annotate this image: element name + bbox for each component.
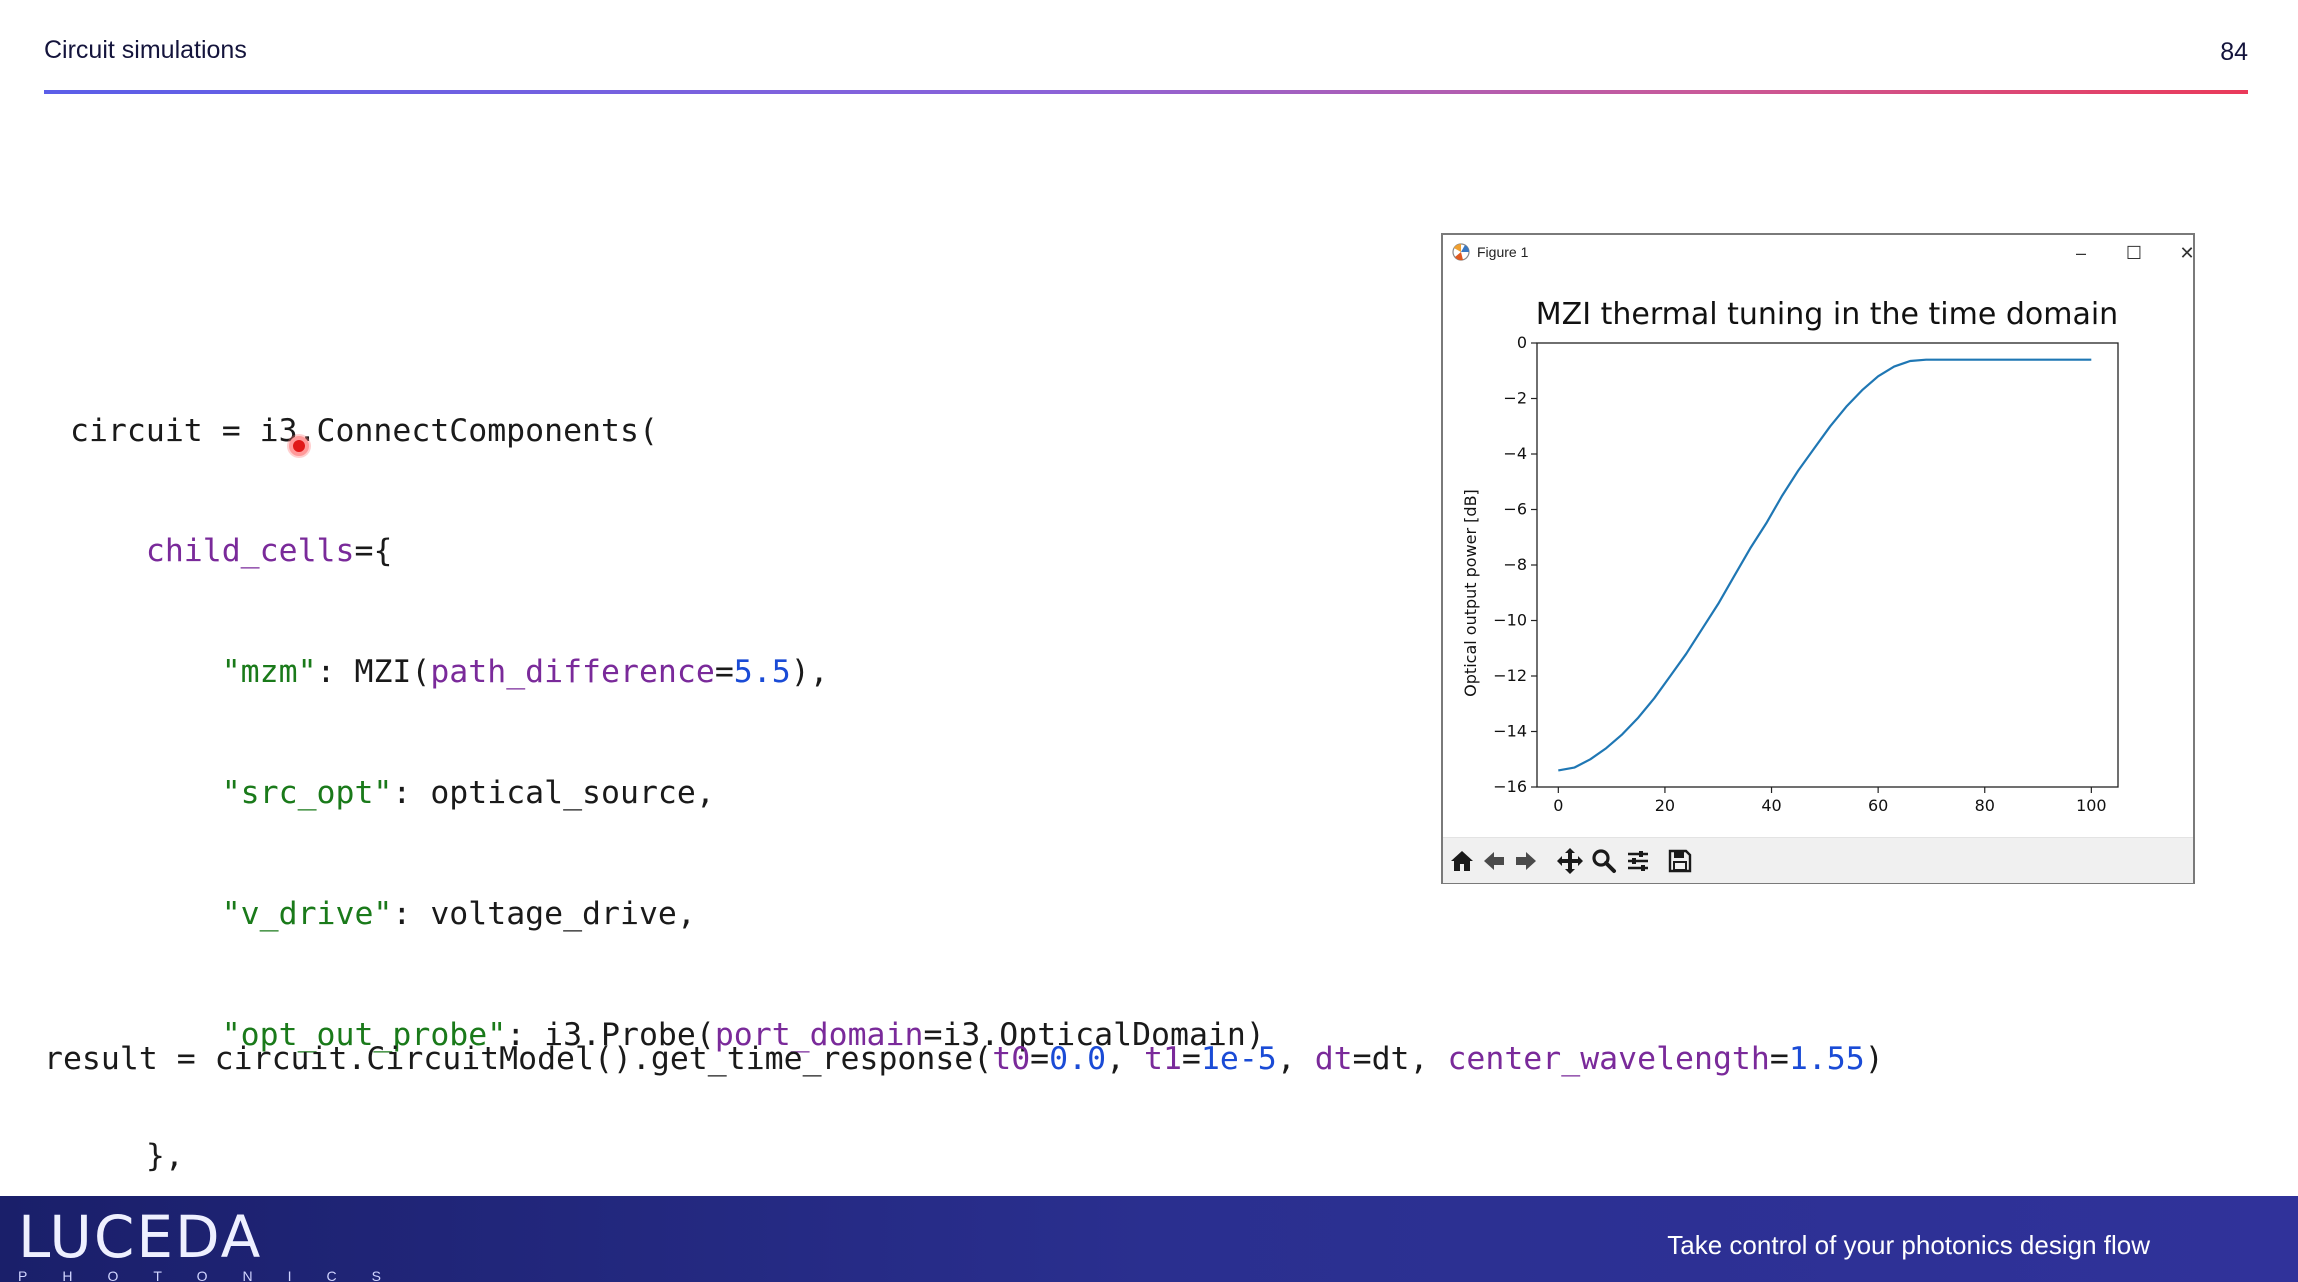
footer-bar: LUCEDA PHOTONICS Take control of your ph… — [0, 1196, 2298, 1282]
save-icon[interactable] — [1665, 846, 1695, 876]
home-icon[interactable] — [1447, 846, 1477, 876]
code-string: "v_drive" — [222, 896, 393, 932]
code-line-5: "v_drive": voltage_drive, — [70, 894, 1265, 934]
luceda-logo: LUCEDA PHOTONICS — [18, 1208, 262, 1266]
code-token — [70, 533, 146, 569]
series-line — [1558, 360, 2091, 771]
x-tick-label: 40 — [1761, 796, 1781, 811]
code-string: "src_opt" — [222, 775, 393, 811]
y-tick-label: −2 — [1503, 389, 1527, 408]
slide-number: 84 — [2220, 38, 2248, 67]
matplotlib-app-icon — [1451, 242, 1471, 262]
code-token: , — [1277, 1041, 1315, 1077]
chart-y-label: Optical output power [dB] — [1461, 489, 1480, 697]
x-tick-label: 100 — [2076, 796, 2107, 811]
minimize-button[interactable]: – — [2061, 239, 2101, 267]
code-block-result: result = circuit.CircuitModel().get_time… — [44, 958, 1884, 1119]
configure-subplots-icon[interactable] — [1623, 846, 1653, 876]
y-tick-label: −14 — [1493, 722, 1527, 741]
code-block-circuit: circuit = i3.ConnectComponents( child_ce… — [70, 330, 1265, 1282]
code-number: 1e-5 — [1201, 1041, 1277, 1077]
code-line-7: }, — [70, 1136, 1265, 1176]
chart-title: MZI thermal tuning in the time domain — [1536, 297, 2118, 332]
back-arrow-icon[interactable] — [1479, 846, 1509, 876]
code-keyword: t1 — [1144, 1041, 1182, 1077]
code-token: }, — [70, 1138, 184, 1174]
code-token: ) — [1865, 1041, 1884, 1077]
y-tick-label: −16 — [1493, 777, 1527, 796]
code-string: "mzm" — [222, 654, 317, 690]
code-token: = — [1182, 1041, 1201, 1077]
y-tick-label: −6 — [1503, 500, 1527, 519]
figure-window[interactable]: Figure 1 – ☐ ✕ MZI thermal tuning in the… — [1441, 233, 2195, 884]
x-tick-label: 0 — [1553, 796, 1563, 811]
code-token: : optical_source, — [392, 775, 714, 811]
x-tick-label: 80 — [1975, 796, 1995, 811]
code-token: ={ — [354, 533, 392, 569]
zoom-icon[interactable] — [1589, 846, 1619, 876]
code-keyword: t0 — [992, 1041, 1030, 1077]
logo-wordmark: LUCEDA — [18, 1208, 262, 1266]
code-number: 0.0 — [1049, 1041, 1106, 1077]
y-tick-label: −4 — [1503, 444, 1527, 463]
code-token — [70, 775, 222, 811]
y-tick-label: −8 — [1503, 555, 1527, 574]
y-tick-label: 0 — [1517, 333, 1527, 352]
y-tick-label: −10 — [1493, 611, 1527, 630]
plot-frame — [1537, 343, 2118, 787]
code-number: 1.55 — [1789, 1041, 1865, 1077]
code-token: , — [1106, 1041, 1144, 1077]
code-token: : voltage_drive, — [392, 896, 695, 932]
slide-title: Circuit simulations — [44, 36, 247, 65]
code-line-4: "src_opt": optical_source, — [70, 773, 1265, 813]
code-token: = — [715, 654, 734, 690]
code-line-2: child_cells={ — [70, 531, 1265, 571]
code-token: =dt, — [1353, 1041, 1448, 1077]
code-keyword: child_cells — [146, 533, 355, 569]
code-keyword: center_wavelength — [1447, 1041, 1769, 1077]
title-divider — [44, 90, 2248, 94]
y-tick-label: −12 — [1493, 666, 1527, 685]
code-line-3: "mzm": MZI(path_difference=5.5), — [70, 652, 1265, 692]
figure-titlebar[interactable]: Figure 1 – ☐ ✕ — [1443, 235, 2193, 271]
code-token: : MZI( — [317, 654, 431, 690]
code-token — [70, 654, 222, 690]
code-token: = — [1030, 1041, 1049, 1077]
code-token: = — [1770, 1041, 1789, 1077]
pointer-cursor-icon — [289, 436, 309, 456]
code-keyword: path_difference — [430, 654, 714, 690]
x-tick-label: 20 — [1655, 796, 1675, 811]
code-token — [70, 896, 222, 932]
footer-tagline: Take control of your photonics design fl… — [1667, 1230, 2150, 1261]
x-tick-label: 60 — [1868, 796, 1888, 811]
figure-window-title: Figure 1 — [1477, 244, 1528, 260]
code-token: result = circuit.CircuitModel().get_time… — [44, 1041, 992, 1077]
plot-area[interactable]: MZI thermal tuning in the time domain Op… — [1443, 271, 2193, 811]
code-token: ), — [791, 654, 829, 690]
logo-subtext: PHOTONICS — [18, 1268, 416, 1282]
forward-arrow-icon[interactable] — [1511, 846, 1541, 876]
code-number: 5.5 — [734, 654, 791, 690]
maximize-button[interactable]: ☐ — [2114, 239, 2154, 267]
code-line-1: circuit = i3.ConnectComponents( — [70, 411, 1265, 451]
code-keyword: dt — [1315, 1041, 1353, 1077]
pan-icon[interactable] — [1555, 846, 1585, 876]
figure-toolbar — [1443, 837, 2193, 883]
code-line-result: result = circuit.CircuitModel().get_time… — [44, 1039, 1884, 1079]
code-token: circuit = i3.ConnectComponents( — [70, 413, 658, 449]
close-button[interactable]: ✕ — [2167, 239, 2207, 267]
